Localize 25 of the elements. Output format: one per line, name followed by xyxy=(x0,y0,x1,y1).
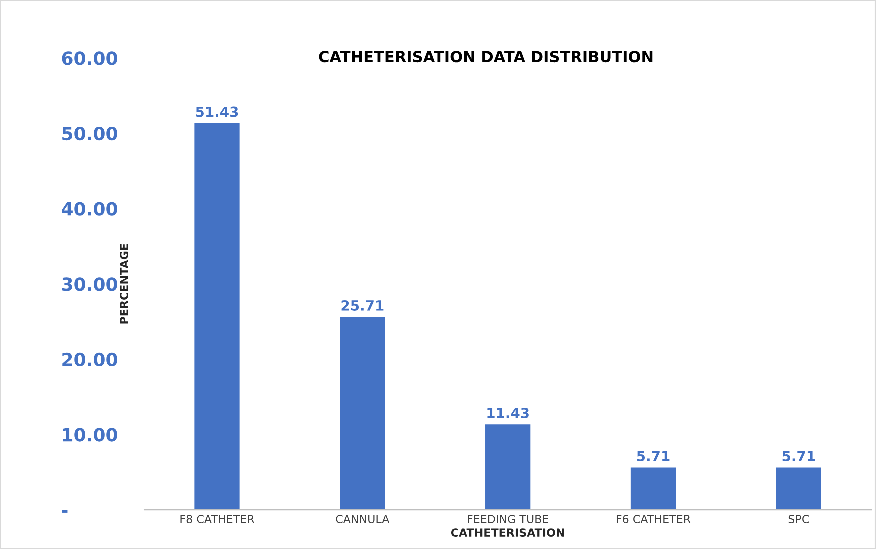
y-tick-label: 60.00 xyxy=(62,52,118,66)
data-label: 25.71 xyxy=(342,300,384,311)
y-tick-label: 30.00 xyxy=(62,278,118,292)
y-tick-label: 20.00 xyxy=(62,352,118,367)
y-tick-label: 50.00 xyxy=(62,126,118,141)
bar xyxy=(484,423,532,510)
y-tick-label: 10.00 xyxy=(63,428,118,442)
x-tick-label: F8 CATHETER xyxy=(180,515,255,524)
x-axis-title: CATHETERISATION xyxy=(451,528,564,538)
x-tick-label: F6 CATHETER xyxy=(616,515,691,524)
x-tick-label: FEEDING TUBE xyxy=(468,515,549,524)
data-label: 11.43 xyxy=(488,408,529,418)
y-axis-title: PERCENTAGE xyxy=(120,244,128,324)
y-tick-label: - xyxy=(62,510,68,513)
data-label: 5.71 xyxy=(637,451,670,462)
bar xyxy=(338,316,387,510)
x-tick-label: SPC xyxy=(788,515,810,524)
bar xyxy=(774,466,823,510)
chart-title: CATHETERISATION DATA DISTRIBUTION xyxy=(319,51,653,63)
bar xyxy=(193,122,242,510)
data-label: 5.71 xyxy=(782,451,816,462)
data-label: 51.43 xyxy=(196,106,238,118)
y-tick-label: 40.00 xyxy=(62,202,118,216)
bar xyxy=(630,466,678,510)
x-tick-label: CANNULA xyxy=(336,515,390,524)
